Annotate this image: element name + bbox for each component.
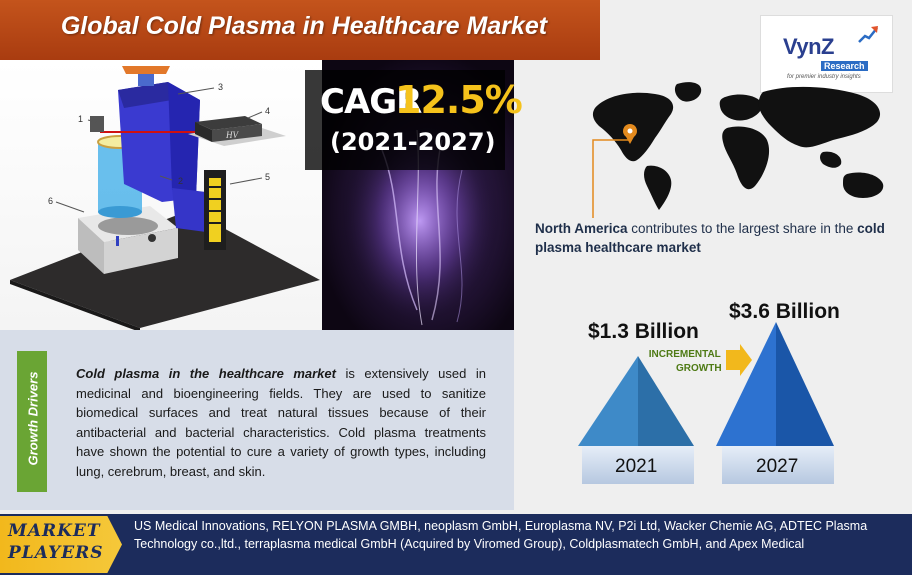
market-players-bar (0, 514, 912, 575)
cagr-label: CAGR (320, 82, 422, 122)
logo-arrow-icon (858, 26, 878, 43)
value-2027: $3.6 Billion (729, 300, 840, 323)
vynz-logo: VynZ Research for premier industry insig… (760, 15, 893, 93)
logo-tagline: for premier industry insights (787, 74, 861, 80)
callout-3: 3 (218, 82, 223, 92)
year-2021: 2021 (615, 456, 658, 477)
region-statement: North America contributes to the largest… (535, 219, 885, 257)
growth-drivers-lead: Cold plasma in the healthcare market (76, 366, 336, 381)
market-players-tag (0, 516, 122, 573)
year-2027: 2027 (756, 456, 799, 477)
market-value-graphic (578, 322, 834, 484)
growth-drivers-tab (17, 351, 47, 492)
plasma-device-illustration: HV 1 2 3 4 5 6 (0, 60, 322, 332)
title-banner (0, 0, 600, 60)
market-players-label-line1: MARKET (8, 521, 101, 541)
market-players-label: MARKET PLAYERS (8, 520, 118, 564)
growth-drivers-label: Growth Drivers (25, 371, 41, 466)
callout-6: 6 (48, 196, 53, 206)
callout-5: 5 (265, 172, 270, 182)
incremental-label-line1: INCREMENTAL (648, 349, 721, 360)
callout-2: 2 (178, 176, 183, 186)
value-2021: $1.3 Billion (588, 320, 699, 343)
pyramid-2021-right (638, 356, 694, 446)
pin-connector-line (592, 139, 630, 218)
growth-drivers-body: is extensively used in medicinal and bio… (76, 366, 486, 479)
region-text-middle: contributes to the largest share in the (627, 221, 858, 236)
pyramid-2027-right (776, 322, 834, 446)
pyramid-2021-left (578, 356, 638, 446)
cagr-period: (2021-2027) (330, 128, 496, 156)
market-players-label-line2: PLAYERS (8, 543, 104, 563)
growth-drivers-text: Cold plasma in the healthcare market is … (76, 364, 486, 482)
base-2027 (722, 446, 834, 484)
growth-arrow-icon (726, 344, 752, 376)
incremental-label-line2: GROWTH (676, 363, 722, 374)
growth-drivers-panel (0, 330, 514, 510)
cagr-value: 12.5% (395, 78, 523, 122)
incremental-growth-label: INCREMENTAL GROWTH (648, 348, 722, 376)
cagr-box (305, 70, 505, 170)
hv-label: HV (225, 130, 239, 140)
logo-brand: VynZ (783, 34, 834, 59)
logo-research: Research (821, 61, 868, 71)
pyramid-2027-left (716, 322, 776, 446)
market-players-list: US Medical Innovations, RELYON PLASMA GM… (134, 519, 868, 551)
callout-1: 1 (78, 114, 83, 124)
region-highlight: North America (535, 221, 628, 236)
page-title: Global Cold Plasma in Healthcare Market (60, 12, 548, 40)
region-market: cold plasma healthcare market (535, 221, 885, 255)
plasma-device-drawing: HV 1 2 3 4 5 6 (10, 66, 320, 332)
base-2021 (582, 446, 694, 484)
callout-4: 4 (265, 106, 270, 116)
